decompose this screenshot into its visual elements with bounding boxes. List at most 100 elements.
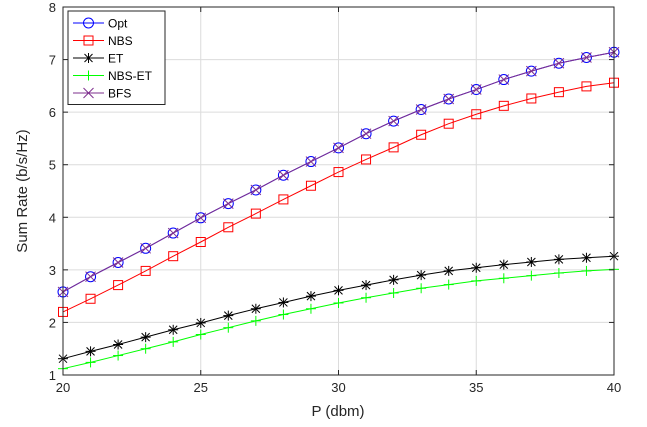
legend-marker [83, 87, 94, 99]
data-point-nbs [278, 194, 289, 205]
data-point-nbs-et [223, 322, 234, 333]
y-tick-label: 3 [49, 263, 56, 278]
legend-label: ET [108, 52, 124, 66]
data-point-nbs [498, 100, 509, 111]
legend-item-et: ET [73, 52, 124, 66]
legend-item-opt: Opt [73, 17, 128, 31]
data-point-nbs [250, 208, 261, 219]
data-point-nbs [140, 265, 151, 276]
data-point-opt [222, 198, 234, 210]
data-point-opt [388, 115, 400, 127]
data-point-nbs-et [443, 279, 454, 290]
data-point-et [361, 280, 372, 291]
data-point-et [581, 252, 592, 263]
data-point-bfs [112, 257, 124, 268]
data-point-opt [140, 242, 152, 254]
legend-label: Opt [108, 17, 128, 31]
legend-marker [83, 53, 94, 63]
data-point-bfs [498, 74, 510, 85]
x-tick-label: 40 [607, 380, 621, 395]
data-point-bfs [581, 52, 592, 63]
data-point-nbs-et [416, 283, 427, 294]
data-point-opt [167, 227, 179, 239]
data-point-opt [277, 169, 289, 181]
legend: Opt NBS ET NBS-ET BFS [67, 10, 166, 105]
data-point-nbs-et [168, 336, 179, 347]
x-tick-label: 35 [469, 380, 483, 395]
data-point-opt [525, 65, 537, 77]
data-point-et [85, 346, 96, 357]
data-point-et [305, 291, 316, 302]
data-point-nbs [333, 167, 344, 178]
data-point-nbs-et [333, 297, 344, 308]
data-point-opt [470, 84, 482, 96]
y-tick-label: 6 [49, 105, 56, 120]
data-point-et [195, 317, 206, 328]
data-point-nbs [553, 87, 564, 98]
data-point-nbs [223, 222, 234, 233]
data-point-et [113, 339, 124, 350]
data-point-bfs [553, 57, 565, 69]
series-layer [57, 46, 620, 374]
y-tick-label: 1 [49, 368, 56, 383]
data-point-opt [250, 184, 262, 196]
series-bfs [57, 46, 620, 298]
legend-marker [83, 35, 94, 46]
data-point-nbs [305, 180, 316, 191]
data-point-nbs-et [553, 268, 564, 279]
data-point-nbs-et [113, 350, 124, 361]
data-point-et [416, 270, 427, 281]
legend-label: NBS-ET [108, 69, 153, 83]
data-point-nbs-et [581, 265, 592, 276]
data-point-nbs [168, 251, 179, 262]
data-point-et [223, 310, 234, 321]
data-point-nbs [416, 129, 427, 140]
data-point-et [388, 274, 399, 285]
data-point-nbs [388, 142, 399, 153]
y-tick-label: 8 [49, 0, 56, 15]
data-point-nbs-et [526, 270, 537, 281]
data-point-bfs [85, 271, 96, 283]
data-point-opt [498, 74, 510, 86]
legend-label: NBS [108, 34, 133, 48]
data-point-opt [333, 142, 344, 154]
data-point-bfs [470, 84, 482, 95]
data-point-bfs [305, 156, 317, 167]
legend-marker [83, 17, 94, 29]
x-tick-label: 20 [56, 380, 70, 395]
data-point-nbs-et [195, 329, 206, 340]
data-point-bfs [415, 104, 427, 115]
data-point-et [168, 324, 179, 335]
data-point-bfs [525, 65, 537, 77]
data-point-bfs [388, 115, 399, 127]
data-point-nbs [471, 109, 482, 120]
data-point-nbs [113, 280, 124, 291]
data-point-bfs [140, 242, 152, 254]
data-point-et [498, 259, 509, 270]
data-point-et [250, 303, 261, 314]
x-tick-label: 25 [194, 380, 208, 395]
data-point-opt [443, 93, 455, 105]
data-point-opt [112, 256, 124, 268]
data-point-nbs-et [250, 315, 261, 326]
data-point-opt [85, 271, 97, 283]
data-point-bfs [333, 142, 344, 154]
legend-item-bfs: BFS [73, 87, 131, 101]
data-point-nbs-et [305, 303, 316, 314]
data-point-bfs [222, 198, 234, 209]
legend-marker [83, 70, 94, 81]
data-point-nbs-et [388, 287, 399, 298]
data-point-bfs [443, 93, 455, 105]
data-point-nbs [581, 81, 592, 92]
data-point-opt [195, 212, 207, 224]
x-axis-label: P (dbm) [311, 403, 364, 420]
legend-label: BFS [108, 87, 131, 101]
data-point-nbs [526, 93, 537, 104]
y-axis-label: Sum Rate (b/s/Hz) [14, 129, 31, 252]
data-point-bfs [250, 184, 262, 196]
data-point-nbs [443, 118, 454, 129]
y-tick-label: 4 [49, 210, 56, 225]
data-point-et [443, 265, 454, 276]
data-point-opt [360, 128, 372, 140]
